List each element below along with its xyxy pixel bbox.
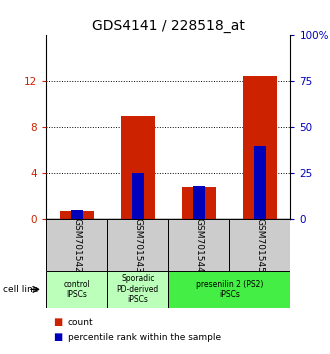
Title: GDS4141 / 228518_at: GDS4141 / 228518_at — [92, 19, 245, 33]
Bar — [46, 219, 107, 271]
Bar — [168, 271, 290, 308]
Bar — [254, 146, 266, 219]
Text: GSM701545: GSM701545 — [255, 218, 264, 273]
Bar — [46, 271, 107, 308]
Text: GSM701543: GSM701543 — [133, 218, 142, 273]
Text: cell line: cell line — [3, 285, 39, 294]
Text: GSM701542: GSM701542 — [72, 218, 81, 273]
Bar — [193, 186, 205, 219]
Bar — [107, 271, 168, 308]
Text: GSM701544: GSM701544 — [194, 218, 203, 273]
Bar — [229, 219, 290, 271]
Bar — [107, 219, 168, 271]
Text: Sporadic
PD-derived
iPSCs: Sporadic PD-derived iPSCs — [116, 274, 159, 304]
Text: control
IPSCs: control IPSCs — [63, 280, 90, 299]
Bar — [168, 219, 229, 271]
Bar — [243, 76, 277, 219]
Text: presenilin 2 (PS2)
iPSCs: presenilin 2 (PS2) iPSCs — [196, 280, 263, 299]
Text: ■: ■ — [53, 317, 62, 327]
Bar — [71, 210, 82, 219]
Bar — [121, 116, 154, 219]
Bar — [132, 173, 144, 219]
Text: ■: ■ — [53, 332, 62, 342]
Text: percentile rank within the sample: percentile rank within the sample — [68, 333, 221, 342]
Bar — [60, 211, 93, 219]
Text: count: count — [68, 318, 93, 327]
Bar — [182, 187, 215, 219]
